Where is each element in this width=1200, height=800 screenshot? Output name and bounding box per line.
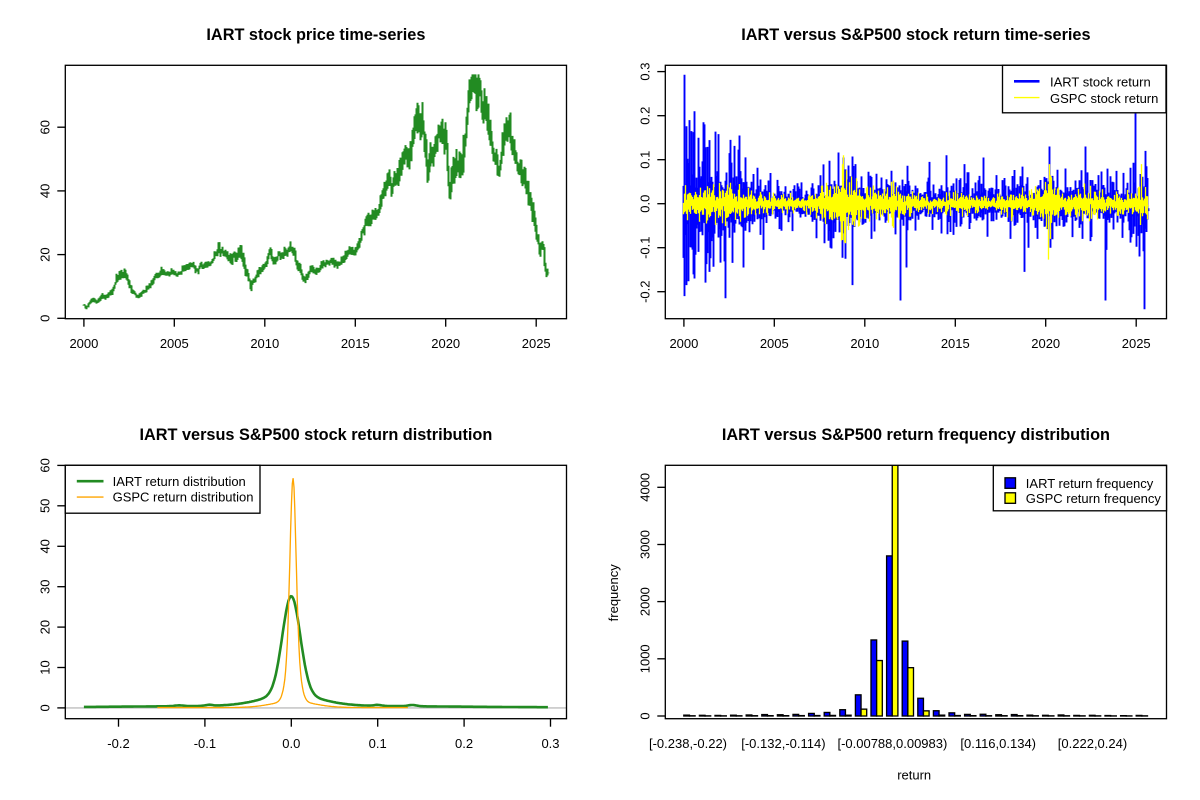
svg-text:-0.2: -0.2 xyxy=(107,736,129,751)
svg-text:0.2: 0.2 xyxy=(637,107,652,125)
svg-text:-0.1: -0.1 xyxy=(637,236,652,258)
svg-text:0.3: 0.3 xyxy=(637,63,652,81)
svg-text:0.0: 0.0 xyxy=(282,736,300,751)
svg-text:IART versus S&P500 stock retur: IART versus S&P500 stock return distribu… xyxy=(139,426,492,444)
svg-text:[-0.00788,0.00983): [-0.00788,0.00983) xyxy=(837,736,947,751)
svg-text:return: return xyxy=(897,768,931,783)
svg-text:2000: 2000 xyxy=(69,336,98,351)
svg-text:2000: 2000 xyxy=(669,336,698,351)
svg-text:0: 0 xyxy=(637,712,652,719)
svg-text:0: 0 xyxy=(37,704,52,711)
svg-text:4000: 4000 xyxy=(637,473,652,502)
svg-text:2005: 2005 xyxy=(160,336,189,351)
svg-text:2010: 2010 xyxy=(250,336,279,351)
svg-text:2020: 2020 xyxy=(431,336,460,351)
svg-text:GSPC stock return: GSPC stock return xyxy=(1050,91,1158,106)
svg-text:50: 50 xyxy=(37,499,52,513)
svg-text:3000: 3000 xyxy=(637,530,652,559)
svg-text:2015: 2015 xyxy=(941,336,970,351)
svg-text:IART stock price time-series: IART stock price time-series xyxy=(206,26,425,44)
svg-text:2005: 2005 xyxy=(760,336,789,351)
svg-text:10: 10 xyxy=(37,660,52,674)
svg-text:20: 20 xyxy=(37,620,52,634)
svg-text:-0.1: -0.1 xyxy=(194,736,216,751)
svg-text:40: 40 xyxy=(37,539,52,553)
svg-text:GSPC return distribution: GSPC return distribution xyxy=(113,490,254,505)
svg-text:-0.2: -0.2 xyxy=(637,280,652,302)
svg-text:IART return frequency: IART return frequency xyxy=(1026,476,1154,491)
svg-text:2020: 2020 xyxy=(1031,336,1060,351)
svg-text:60: 60 xyxy=(37,120,52,134)
svg-text:[0.116,0.134): [0.116,0.134) xyxy=(960,736,1036,751)
svg-text:[-0.238,-0.22): [-0.238,-0.22) xyxy=(649,736,727,751)
svg-text:frequency: frequency xyxy=(606,564,621,622)
svg-text:60: 60 xyxy=(37,458,52,472)
svg-text:2000: 2000 xyxy=(637,587,652,616)
svg-text:0.3: 0.3 xyxy=(541,736,559,751)
svg-text:40: 40 xyxy=(37,184,52,198)
svg-text:[0.222,0.24): [0.222,0.24) xyxy=(1058,736,1127,751)
svg-text:0.1: 0.1 xyxy=(369,736,387,751)
svg-text:0: 0 xyxy=(37,315,52,322)
svg-text:20: 20 xyxy=(37,247,52,261)
svg-text:IART versus S&P500 stock retur: IART versus S&P500 stock return time-ser… xyxy=(741,26,1090,44)
svg-text:2025: 2025 xyxy=(522,336,551,351)
svg-text:GSPC return frequency: GSPC return frequency xyxy=(1026,491,1162,506)
svg-text:IART stock return: IART stock return xyxy=(1050,74,1151,89)
svg-text:IART versus S&P500 return freq: IART versus S&P500 return frequency dist… xyxy=(722,426,1110,444)
svg-text:0.2: 0.2 xyxy=(455,736,473,751)
svg-text:[-0.132,-0.114): [-0.132,-0.114) xyxy=(741,736,825,751)
svg-text:0.1: 0.1 xyxy=(637,151,652,169)
svg-text:2015: 2015 xyxy=(341,336,370,351)
svg-text:1000: 1000 xyxy=(637,644,652,673)
svg-text:2025: 2025 xyxy=(1122,336,1151,351)
svg-text:0.0: 0.0 xyxy=(637,195,652,213)
svg-text:30: 30 xyxy=(37,579,52,593)
svg-text:IART return distribution: IART return distribution xyxy=(113,474,246,489)
svg-text:2010: 2010 xyxy=(850,336,879,351)
